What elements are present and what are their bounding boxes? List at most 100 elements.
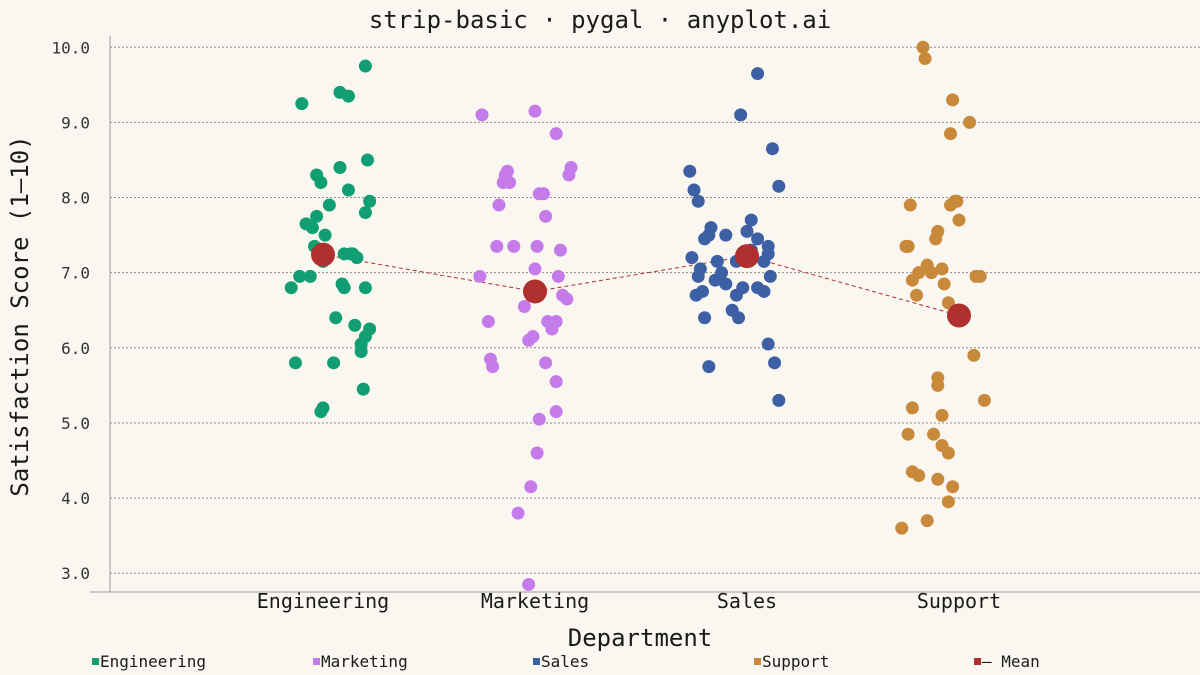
- data-point: [549, 375, 563, 389]
- data-point: [305, 221, 319, 235]
- data-points: [284, 40, 991, 591]
- data-point: [910, 288, 924, 302]
- data-point: [901, 239, 915, 253]
- data-point: [691, 269, 705, 283]
- legend-swatch: [92, 658, 99, 665]
- data-point: [708, 273, 722, 287]
- x-tick-label: Sales: [717, 589, 777, 613]
- data-point: [517, 299, 531, 313]
- data-point: [511, 506, 525, 520]
- data-point: [318, 228, 332, 242]
- data-point: [763, 269, 777, 283]
- data-point: [895, 521, 909, 535]
- y-axis-title: Satisfaction Score (1–10): [6, 135, 34, 496]
- x-axis-title: Department: [568, 624, 713, 652]
- chart-title: strip-basic · pygal · anyplot.ai: [369, 6, 831, 34]
- data-point: [354, 345, 368, 359]
- data-point: [522, 577, 536, 591]
- data-point: [551, 269, 565, 283]
- data-point: [284, 281, 298, 295]
- data-point: [931, 371, 945, 385]
- data-point: [530, 446, 544, 460]
- data-point: [507, 239, 521, 253]
- data-point: [337, 281, 351, 295]
- mean-point: [947, 303, 971, 328]
- data-point: [310, 209, 324, 223]
- data-point: [358, 206, 372, 220]
- data-point: [473, 269, 487, 283]
- data-point: [952, 213, 966, 227]
- mean-line-path: [322, 254, 960, 316]
- data-point: [719, 277, 733, 291]
- data-point: [963, 115, 977, 129]
- data-point: [912, 266, 926, 280]
- data-point: [486, 360, 500, 374]
- data-point: [704, 221, 718, 235]
- data-point: [719, 228, 733, 242]
- data-point: [500, 164, 514, 178]
- legend-swatch: [313, 658, 320, 665]
- x-tick-label: Support: [917, 589, 1001, 613]
- data-point: [941, 446, 955, 460]
- data-point: [912, 469, 926, 483]
- mean-point: [311, 242, 335, 267]
- y-tick-label: 9.0: [61, 113, 90, 132]
- x-tick-label: Engineering: [257, 589, 389, 613]
- data-point: [363, 194, 377, 208]
- data-point: [530, 239, 544, 253]
- legend-label: Marketing: [321, 652, 408, 671]
- data-point: [490, 239, 504, 253]
- data-point: [736, 281, 750, 295]
- data-point: [920, 514, 934, 528]
- data-point: [916, 40, 930, 54]
- data-point: [560, 292, 574, 306]
- data-point: [977, 393, 991, 407]
- data-point: [941, 296, 955, 310]
- data-point: [549, 127, 563, 141]
- data-point: [973, 269, 987, 283]
- y-tick-label: 8.0: [61, 189, 90, 208]
- data-point: [503, 176, 517, 190]
- legend-swatch: [533, 658, 540, 665]
- x-tick-label: Marketing: [481, 589, 589, 613]
- legend-label: Sales: [541, 652, 589, 671]
- data-point: [967, 348, 981, 362]
- data-point: [316, 401, 330, 415]
- data-point: [734, 108, 748, 122]
- gridlines: [110, 46, 1200, 574]
- data-point: [695, 284, 709, 298]
- legend-label: — Mean: [982, 652, 1040, 671]
- data-point: [946, 480, 960, 494]
- data-point: [528, 104, 542, 118]
- data-point: [358, 59, 372, 73]
- data-point: [341, 183, 355, 197]
- data-point: [356, 382, 370, 396]
- data-point: [901, 427, 915, 441]
- data-point: [702, 360, 716, 374]
- data-point: [532, 412, 546, 426]
- data-point: [935, 262, 949, 276]
- data-point: [941, 495, 955, 509]
- y-tick-label: 10.0: [51, 38, 90, 57]
- data-point: [564, 160, 578, 174]
- data-point: [295, 97, 309, 111]
- y-tick-label: 6.0: [61, 339, 90, 358]
- mean-line: [322, 254, 960, 316]
- data-point: [732, 311, 746, 325]
- data-point: [905, 401, 919, 415]
- data-point: [927, 427, 941, 441]
- data-point: [751, 67, 765, 81]
- data-point: [528, 262, 542, 276]
- data-point: [539, 209, 553, 223]
- data-point: [761, 337, 775, 351]
- data-point: [946, 93, 960, 107]
- y-tick-labels: 3.0 4.0 5.0 6.0 7.0 8.0 9.0 10.0: [51, 38, 90, 583]
- data-point: [768, 356, 782, 370]
- data-point: [303, 269, 317, 283]
- x-tick-labels: Engineering Marketing Sales Support: [257, 589, 1001, 613]
- data-point: [944, 198, 958, 212]
- data-point: [687, 183, 701, 197]
- legend: Engineering Marketing Sales Support — Mean: [92, 652, 1040, 671]
- y-tick-label: 7.0: [61, 264, 90, 283]
